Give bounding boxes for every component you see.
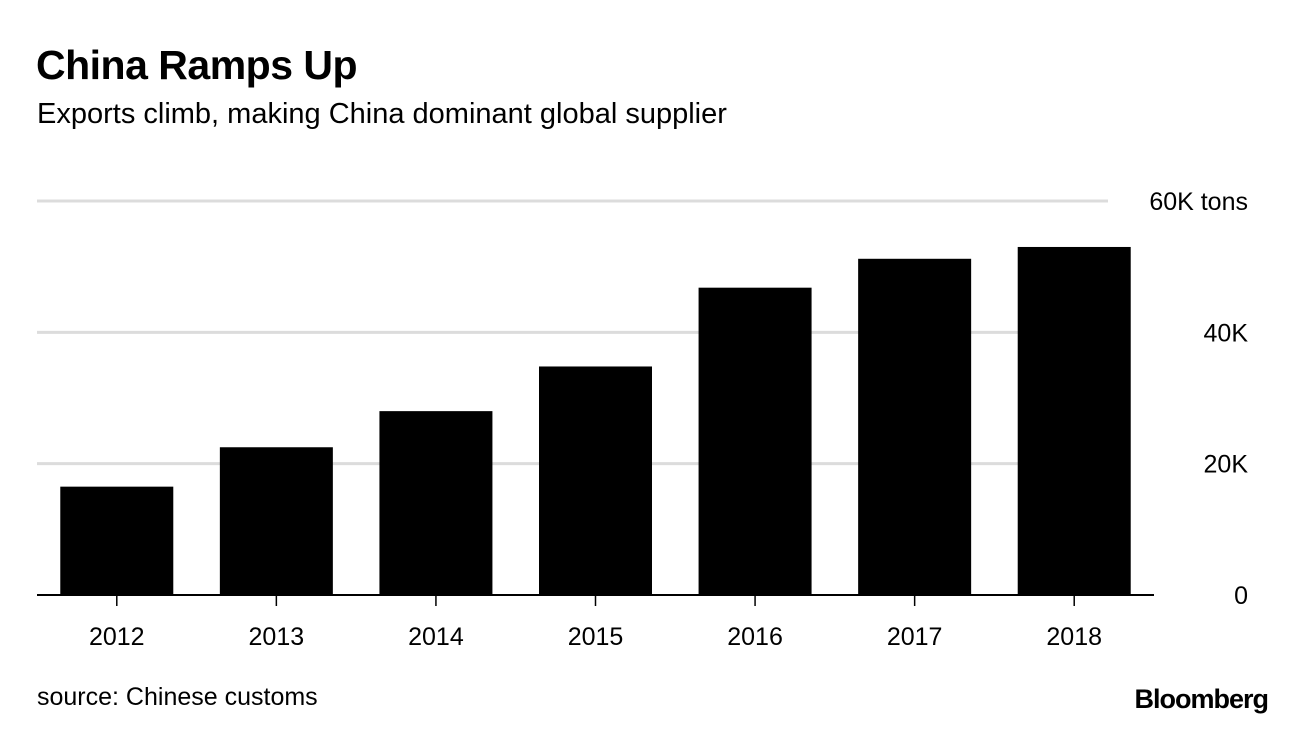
x-tick-label: 2012 xyxy=(89,623,145,651)
chart-subtitle: Exports climb, making China dominant glo… xyxy=(37,98,727,130)
bar-2013 xyxy=(219,447,333,595)
y-tick-label: 20K xyxy=(1204,451,1249,479)
axes: 0 20K 40K 60K tons 2012 2013 2014 2015 2016 2017 2… xyxy=(37,188,1248,651)
bar-2018 xyxy=(1017,246,1131,595)
x-tick-label: 2013 xyxy=(249,623,305,651)
bar-2016 xyxy=(698,287,812,595)
x-tick-label: 2014 xyxy=(408,623,464,651)
y-tick-label: 0 xyxy=(1234,582,1248,610)
bloomberg-logo: Bloomberg xyxy=(1134,684,1269,714)
x-tick-label: 2018 xyxy=(1046,623,1102,651)
x-tick-label: 2017 xyxy=(887,623,943,651)
y-tick-label: 40K xyxy=(1204,319,1249,347)
bar-2015 xyxy=(539,366,652,595)
y-tick-label: 60K tons xyxy=(1149,188,1248,216)
bars xyxy=(60,246,1131,595)
bar-2017 xyxy=(858,258,972,595)
x-tick-label: 2015 xyxy=(568,623,624,651)
source-note: source: Chinese customs xyxy=(37,683,318,711)
x-tick-label: 2016 xyxy=(727,623,783,651)
bar-2012 xyxy=(60,486,174,595)
bar-2014 xyxy=(379,411,493,595)
chart-title: China Ramps Up xyxy=(36,42,358,88)
